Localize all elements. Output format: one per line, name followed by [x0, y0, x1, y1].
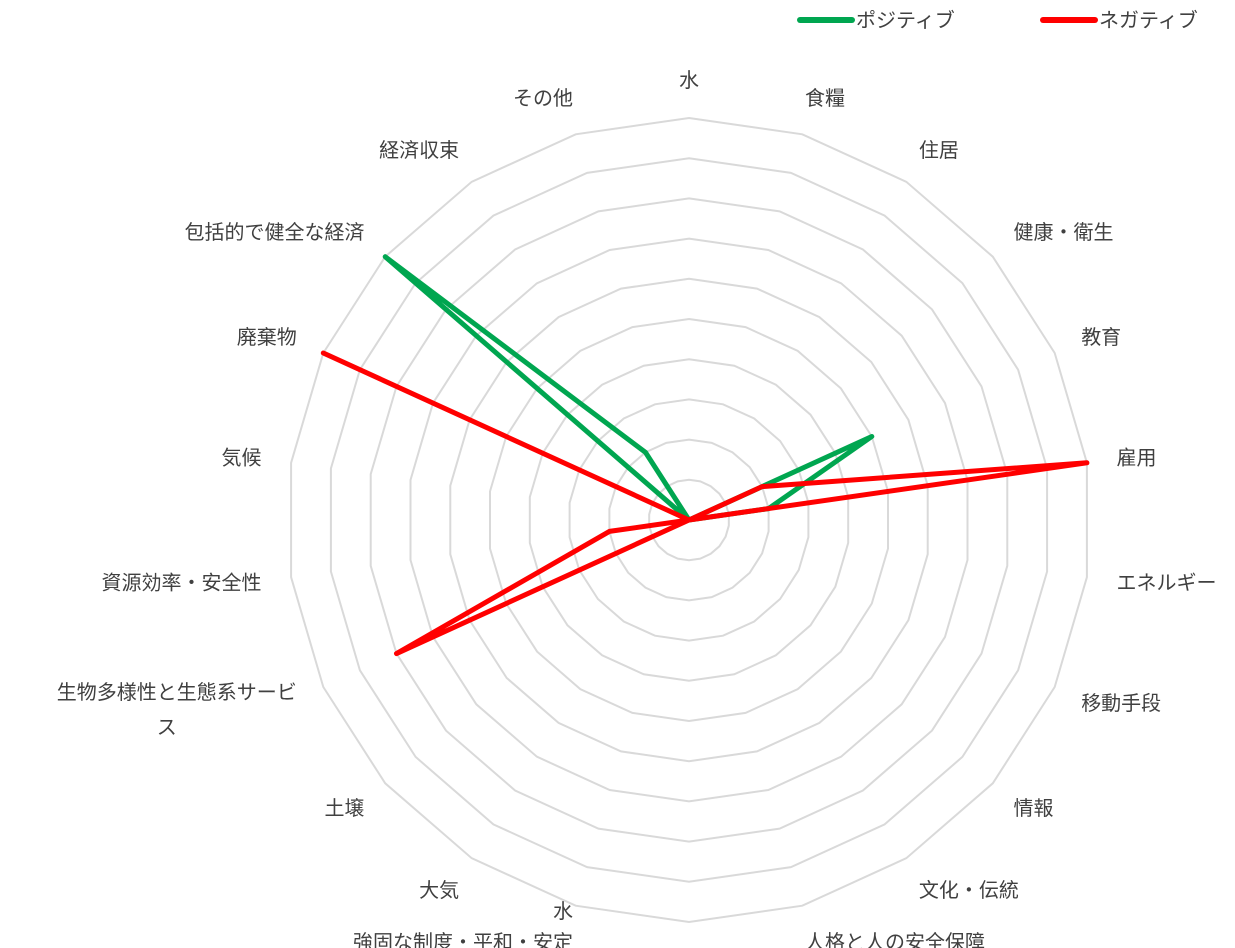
grid-ring-6	[449, 277, 929, 763]
category-label: 人格と人の安全保障	[805, 930, 985, 948]
category-label: 移動手段	[1081, 691, 1161, 715]
legend: ポジティブ ネガティブ	[797, 8, 1198, 32]
series-layer	[320, 254, 1090, 657]
category-label: 雇用	[1117, 445, 1157, 469]
legend-label: ポジティブ	[856, 8, 955, 32]
category-label: その他	[513, 86, 573, 110]
category-label: 情報	[1014, 796, 1054, 820]
grid-ring-7	[409, 237, 969, 803]
grid-ring-10	[290, 116, 1088, 924]
category-label: 包括的で健全な経済	[185, 220, 365, 244]
category-label: 土壌	[325, 796, 365, 820]
grid-layer	[290, 116, 1088, 924]
category-label: 廃棄物	[237, 325, 297, 349]
grid-ring-3	[568, 398, 810, 642]
grid-ring-9	[329, 157, 1049, 883]
legend-label: ネガティブ	[1099, 8, 1198, 32]
grid-ring-5	[489, 317, 889, 723]
category-label: 教育	[1081, 325, 1121, 349]
category-label-line: ス	[157, 715, 177, 739]
grid-ring-2	[608, 438, 770, 602]
series-line-positive	[382, 254, 875, 523]
category-label: 生物多様性と生態系サービス	[57, 680, 297, 739]
grid-ring-8	[369, 197, 1009, 843]
category-label: 気候	[222, 445, 262, 469]
category-label: 強固な制度・平和・安定	[353, 930, 573, 948]
category-label: 水	[679, 68, 699, 92]
category-label: 食糧	[805, 86, 845, 110]
series-line-negative	[320, 350, 1090, 657]
category-label: 文化・伝統	[919, 878, 1019, 902]
category-label: 経済収束	[379, 138, 459, 162]
grid-ring-4	[528, 358, 850, 682]
category-label: 健康・衛生	[1014, 220, 1114, 244]
category-label: 資源効率・安全性	[102, 571, 262, 595]
category-label: 大気	[419, 878, 459, 902]
category-label: エネルギー	[1117, 571, 1217, 595]
category-label-line: 生物多様性と生態系サービ	[57, 680, 297, 704]
category-label: 住居	[919, 138, 959, 162]
category-label-extra: 水	[553, 899, 573, 923]
grid-ring-1	[648, 478, 730, 562]
category-labels: 水食糧住居健康・衛生教育雇用エネルギー移動手段情報文化・伝統人格と人の安全保障正…	[57, 68, 1217, 948]
